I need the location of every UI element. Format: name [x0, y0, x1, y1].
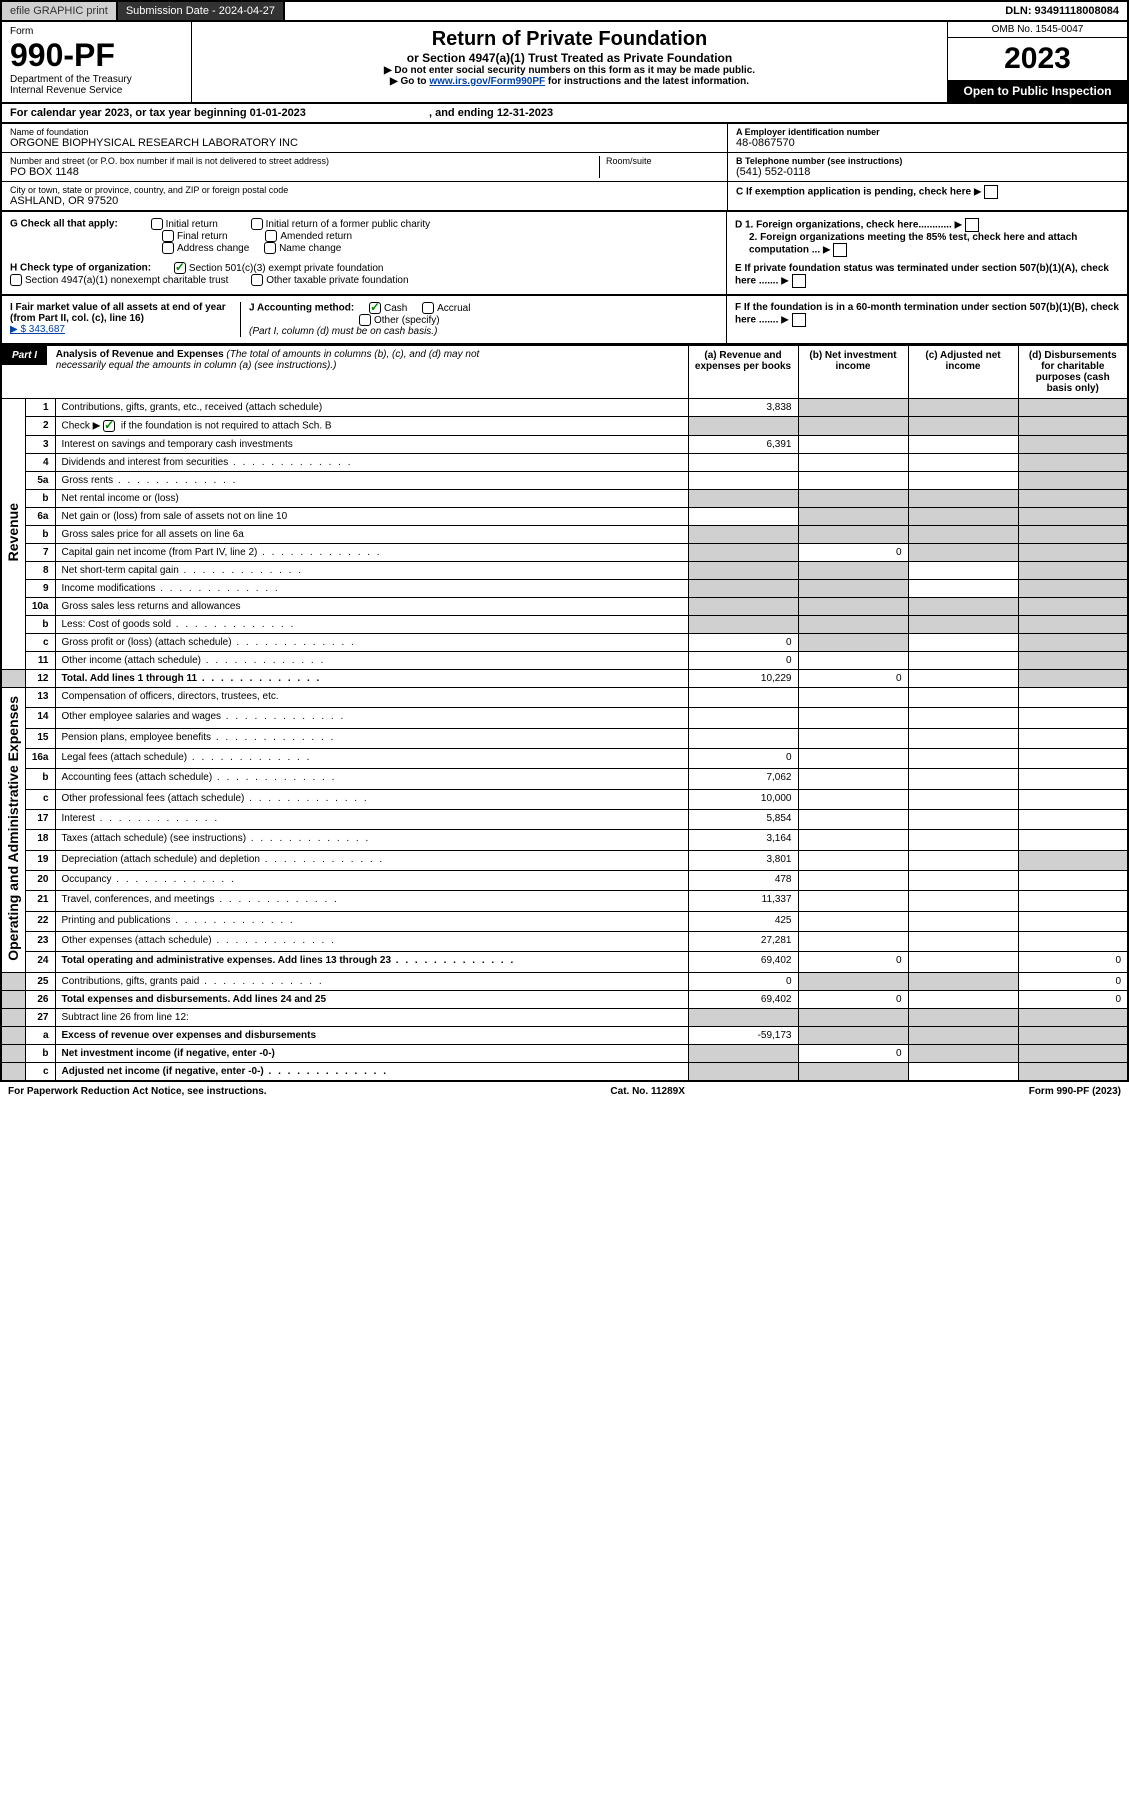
dept: Department of the Treasury: [10, 74, 183, 85]
ein-label: A Employer identification number: [736, 127, 1119, 137]
ein: 48-0867570: [736, 137, 1119, 149]
section-d1: D 1. Foreign organizations, check here..…: [735, 218, 1119, 232]
tel-label: B Telephone number (see instructions): [736, 156, 1119, 166]
revenue-side: Revenue: [1, 399, 25, 670]
tax-year: 2023: [948, 38, 1127, 80]
form-number: 990-PF: [10, 37, 183, 74]
section-g: G Check all that apply: Initial return I…: [10, 218, 718, 254]
footer-mid: Cat. No. 11289X: [610, 1086, 684, 1097]
dln: DLN: 93491118008084: [997, 2, 1127, 20]
note-1: ▶ Do not enter social security numbers o…: [198, 65, 941, 76]
form-subtitle: or Section 4947(a)(1) Trust Treated as P…: [198, 51, 941, 65]
chk-name[interactable]: [264, 242, 276, 254]
chk-accrual[interactable]: [422, 302, 434, 314]
part1-table: Part I Analysis of Revenue and Expenses …: [0, 345, 1129, 1082]
top-bar: efile GRAPHIC print Submission Date - 20…: [0, 0, 1129, 22]
chk-other-tax[interactable]: [251, 274, 263, 286]
city: ASHLAND, OR 97520: [10, 195, 719, 207]
section-d2: 2. Foreign organizations meeting the 85%…: [735, 232, 1119, 257]
footer-right: Form 990-PF (2023): [1029, 1086, 1121, 1097]
section-c: C If exemption application is pending, c…: [728, 182, 1127, 202]
chk-final[interactable]: [162, 230, 174, 242]
foundation-name: ORGONE BIOPHYSICAL RESEARCH LABORATORY I…: [10, 137, 719, 149]
omb-number: OMB No. 1545-0047: [948, 22, 1127, 38]
note-2: ▶ Go to www.irs.gov/Form990PF for instru…: [198, 76, 941, 87]
address: PO BOX 1148: [10, 166, 599, 178]
col-d-header: (d) Disbursements for charitable purpose…: [1018, 346, 1128, 399]
chk-initial[interactable]: [151, 218, 163, 230]
chk-501c3[interactable]: [174, 262, 186, 274]
form-header: Form 990-PF Department of the Treasury I…: [0, 22, 1129, 104]
chk-amended[interactable]: [265, 230, 277, 242]
footer-left: For Paperwork Reduction Act Notice, see …: [8, 1086, 267, 1097]
section-h: H Check type of organization: Section 50…: [10, 262, 718, 286]
chk-e[interactable]: [792, 274, 806, 288]
page-footer: For Paperwork Reduction Act Notice, see …: [0, 1082, 1129, 1101]
checkbox-c[interactable]: [984, 185, 998, 199]
section-e: E If private foundation status was termi…: [735, 263, 1119, 288]
col-b-header: (b) Net investment income: [798, 346, 908, 399]
form-title: Return of Private Foundation: [198, 28, 941, 51]
col-a-header: (a) Revenue and expenses per books: [688, 346, 798, 399]
room-label: Room/suite: [606, 156, 719, 166]
chk-f[interactable]: [792, 313, 806, 327]
chk-4947[interactable]: [10, 274, 22, 286]
addr-label: Number and street (or P.O. box number if…: [10, 156, 599, 166]
col-c-header: (c) Adjusted net income: [908, 346, 1018, 399]
i-label: I Fair market value of all assets at end…: [10, 302, 226, 324]
chk-other-acct[interactable]: [359, 314, 371, 326]
i-value: ▶ $ 343,687: [10, 324, 65, 335]
telephone: (541) 552-0118: [736, 166, 1119, 178]
chk-d2[interactable]: [833, 243, 847, 257]
efile-button[interactable]: efile GRAPHIC print: [2, 2, 118, 20]
part1-label: Part I: [2, 346, 47, 365]
submission-date: Submission Date - 2024-04-27: [118, 2, 285, 20]
chk-d1[interactable]: [965, 218, 979, 232]
irs: Internal Revenue Service: [10, 85, 183, 96]
chk-address[interactable]: [162, 242, 174, 254]
form-label: Form: [10, 26, 183, 37]
calendar-year: For calendar year 2023, or tax year begi…: [0, 104, 1129, 124]
chk-initial-public[interactable]: [251, 218, 263, 230]
form-link[interactable]: www.irs.gov/Form990PF: [429, 76, 545, 87]
name-label: Name of foundation: [10, 127, 719, 137]
expenses-side: Operating and Administrative Expenses: [1, 688, 25, 973]
open-public: Open to Public Inspection: [948, 80, 1127, 102]
chk-cash[interactable]: [369, 302, 381, 314]
city-label: City or town, state or province, country…: [10, 185, 719, 195]
chk-sch-b[interactable]: [103, 420, 115, 432]
